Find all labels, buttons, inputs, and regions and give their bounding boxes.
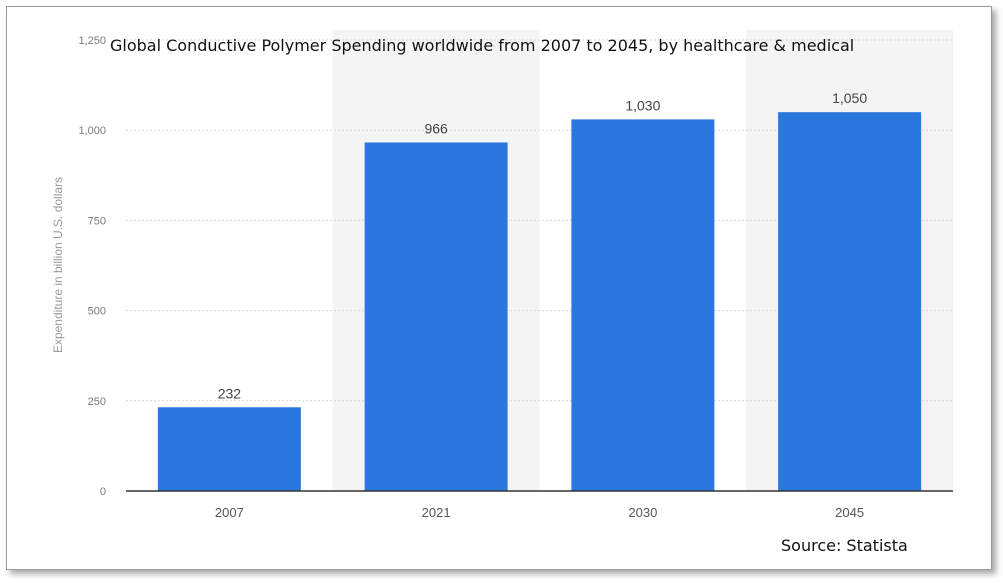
- x-tick-label-2045: 2045: [835, 505, 864, 520]
- y-tick-label: 250: [88, 396, 106, 408]
- source-note: Source: Statista: [781, 536, 908, 555]
- y-tick-label: 1,250: [78, 35, 106, 47]
- chart-title: Global Conductive Polymer Spending world…: [110, 36, 855, 55]
- y-tick-label: 0: [100, 486, 106, 498]
- bar-2030: [571, 119, 715, 491]
- data-label-2007: 232: [218, 385, 242, 401]
- x-axis-ticks: 2007 2021 2030 2045: [215, 505, 864, 520]
- y-tick-label: 1,000: [78, 125, 106, 137]
- bars: [157, 112, 922, 491]
- y-tick-label: 500: [88, 306, 106, 318]
- bar-2007: [157, 407, 301, 491]
- data-label-2045: 1,050: [832, 90, 867, 106]
- data-label-2021: 966: [424, 120, 448, 136]
- data-labels: 232 966 1,030 1,050: [218, 90, 868, 401]
- x-tick-label-2021: 2021: [422, 505, 451, 520]
- bar-2045: [778, 112, 922, 491]
- data-label-2030: 1,030: [625, 97, 660, 113]
- x-tick-label-2007: 2007: [215, 505, 244, 520]
- x-tick-label-2030: 2030: [628, 505, 657, 520]
- y-axis-label: Expenditure in billion U.S. dollars: [51, 177, 65, 353]
- y-axis-ticks: 0 250 500 750 1,000 1,250: [78, 35, 106, 498]
- y-tick-label: 750: [88, 215, 106, 227]
- bar-2021: [364, 142, 508, 491]
